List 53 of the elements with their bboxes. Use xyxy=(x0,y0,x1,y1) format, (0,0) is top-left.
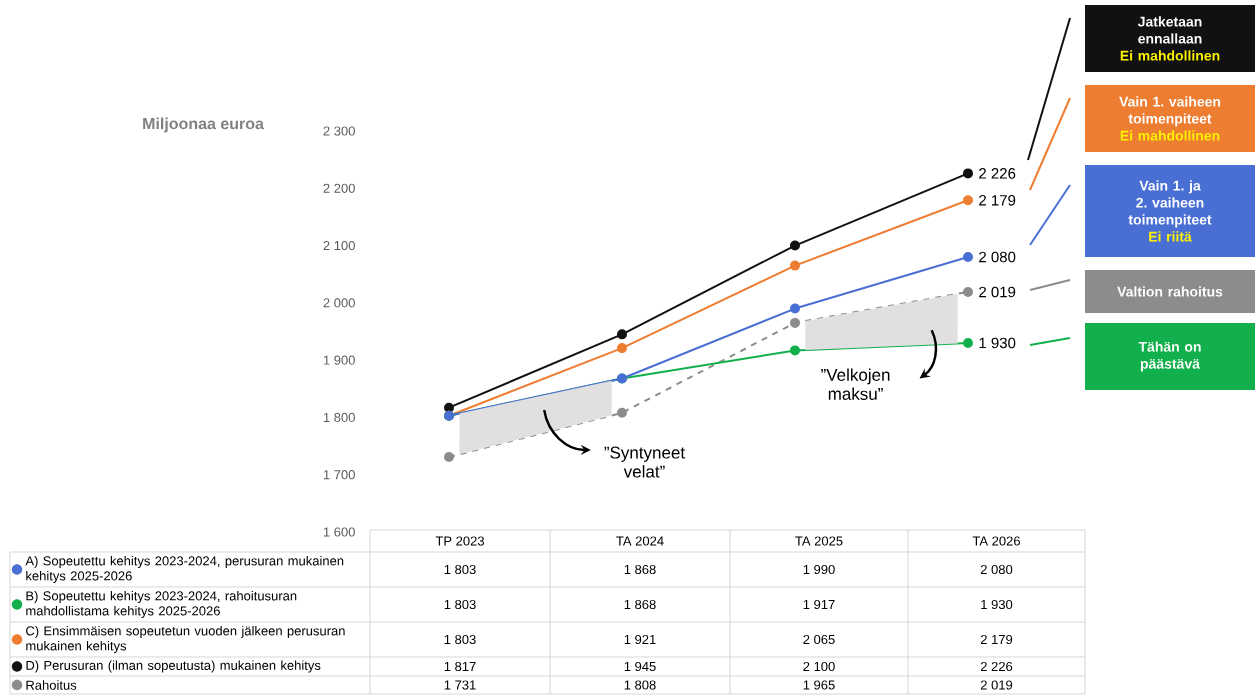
data-label: 2 179 xyxy=(980,634,1013,644)
data-label: 2 226 xyxy=(980,661,1013,671)
x-tick-label: TA 2026 xyxy=(972,536,1021,546)
y-tick-label: 1 800 xyxy=(323,412,355,422)
x-tick-label: TA 2024 xyxy=(616,536,664,546)
data-label: 1 803 xyxy=(444,564,476,574)
data-label: 2 065 xyxy=(803,634,835,644)
data-label: 2 019 xyxy=(980,680,1013,690)
y-tick-label: 1 700 xyxy=(323,469,355,480)
data-label: 1 731 xyxy=(444,680,476,690)
data-label: 1 868 xyxy=(624,599,656,609)
data-label: 1 868 xyxy=(624,564,656,574)
data-label: 1 917 xyxy=(803,599,835,609)
text: Jatketaan ennallaan xyxy=(1137,16,1202,44)
text: Ei mahdollinen xyxy=(1120,50,1220,61)
y-tick-label: 2 200 xyxy=(323,183,355,193)
text: Vain 1. vaiheen toimenpiteet xyxy=(1119,96,1221,127)
y-tick-label: 2 000 xyxy=(323,298,355,308)
x-tick-label: TP 2023 xyxy=(435,536,484,546)
legend-label: A) Sopeutettu kehitys 2023-2024, perusuran mukainen kehitys 2025-2026 xyxy=(25,555,344,583)
data-label: 2 100 xyxy=(803,661,835,671)
y-axis-title: Miljoonaa euroa xyxy=(143,117,265,133)
data-label: 1 808 xyxy=(624,680,656,690)
text: Ei riitä xyxy=(1149,231,1192,242)
data-label: 1 945 xyxy=(624,661,656,671)
text: 2 179 xyxy=(979,194,1016,206)
y-tick-label: 2 100 xyxy=(323,240,355,251)
text: 1 930 xyxy=(979,337,1016,349)
annotation: ”Syntyneet velat” xyxy=(604,446,686,478)
legend-label: B) Sopeutettu kehitys 2023-2024, rahoitusuran mahdollistama kehitys 2025-2026 xyxy=(26,590,297,618)
legend-label: Rahoitus xyxy=(26,680,77,690)
data-label: 1 817 xyxy=(444,661,476,671)
legend-label: D) Perusuran (ilman sopeutusta) mukainen kehitys xyxy=(26,660,321,673)
text: Ei mahdollinen xyxy=(1120,130,1220,141)
y-tick-label: 1 600 xyxy=(323,527,355,537)
annotation: ”Velkojen maksu” xyxy=(821,368,890,400)
text: 2 080 xyxy=(979,251,1016,263)
y-tick-label: 1 900 xyxy=(323,355,355,365)
text: Vain 1. ja 2. vaiheen toimenpiteet xyxy=(1128,180,1212,228)
data-label: 1 965 xyxy=(803,680,835,690)
data-label: 2 080 xyxy=(980,564,1013,574)
text: 2 226 xyxy=(979,167,1016,179)
data-label: 1 921 xyxy=(624,634,656,644)
text: Tähän on päästävä xyxy=(1138,341,1201,372)
data-label: 1 930 xyxy=(981,599,1013,609)
data-label: 1 803 xyxy=(444,599,476,609)
y-tick-label: 2 300 xyxy=(323,126,355,136)
data-label: 1 803 xyxy=(444,634,476,644)
text: Valtion rahoitus xyxy=(1117,286,1223,297)
x-tick-label: TA 2025 xyxy=(795,536,843,546)
text: 2 019 xyxy=(979,286,1016,298)
legend-label: C) Ensimmäisen sopeutetun vuoden jälkeen perusuran mukainen kehitys xyxy=(26,625,345,653)
data-label: 1 990 xyxy=(803,564,835,574)
